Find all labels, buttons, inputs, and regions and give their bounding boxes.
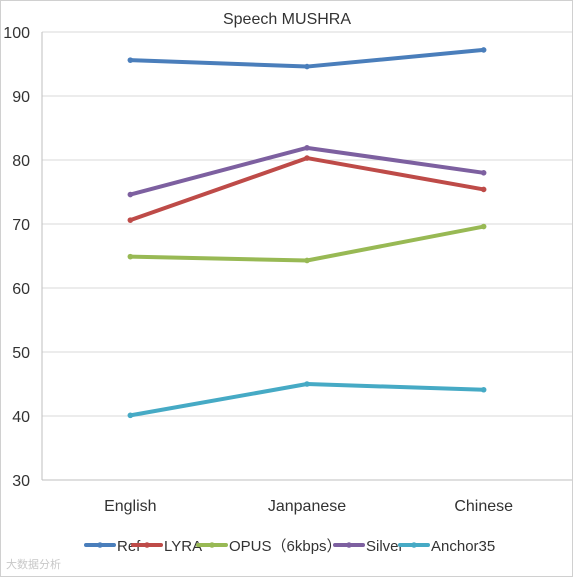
data-point [480,223,487,230]
series-group [127,47,487,419]
series-line-4 [128,382,486,418]
legend-label: LYRA [164,538,202,555]
data-point [304,155,310,161]
series-line-2 [128,224,486,263]
data-point [304,63,310,70]
series-line-1 [128,156,486,223]
watermark-text: 大数据分析 [6,558,61,571]
y-tick-label: 100 [3,25,30,42]
y-tick-label: 60 [12,281,30,298]
data-point [480,186,487,193]
x-tick-label: Janpanese [268,498,346,515]
y-axis-ticks: 30 40 50 60 70 80 90 100 [3,25,30,490]
grid [41,31,572,481]
y-tick-label: 90 [12,89,30,106]
data-point [127,57,134,63]
data-point [304,145,310,151]
data-point [480,47,487,53]
data-point [127,191,134,198]
legend-label: Anchor35 [431,538,495,555]
x-axis-ticks: English Janpanese Chinese [104,498,513,515]
legend-label: Silver [366,538,404,555]
data-point [127,217,134,223]
legend-marker [411,542,417,548]
legend-marker [97,542,103,548]
chart-title: Speech MUSHRA [223,11,351,28]
y-tick-label: 70 [12,217,30,234]
y-tick-label: 50 [12,345,30,362]
legend-marker [346,542,352,548]
watermark: 大数据分析 [6,556,61,572]
y-tick-label: 80 [12,153,30,170]
data-point [480,386,487,393]
data-point [480,170,487,176]
legend: Ref LYRA OPUS（6kbps） Silver Anchor35 [84,538,495,555]
legend-marker [209,542,215,548]
x-tick-label: English [104,498,156,515]
series-line-3 [128,145,486,197]
data-point [304,257,310,264]
data-point [127,412,134,419]
legend-label: Ref [117,538,141,555]
legend-label: OPUS（6kbps） [229,538,342,555]
y-tick-label: 40 [12,409,30,426]
y-tick-label: 30 [12,473,30,490]
data-point [304,381,310,387]
legend-marker [144,542,150,548]
x-tick-label: Chinese [454,498,513,515]
data-point [127,253,134,260]
